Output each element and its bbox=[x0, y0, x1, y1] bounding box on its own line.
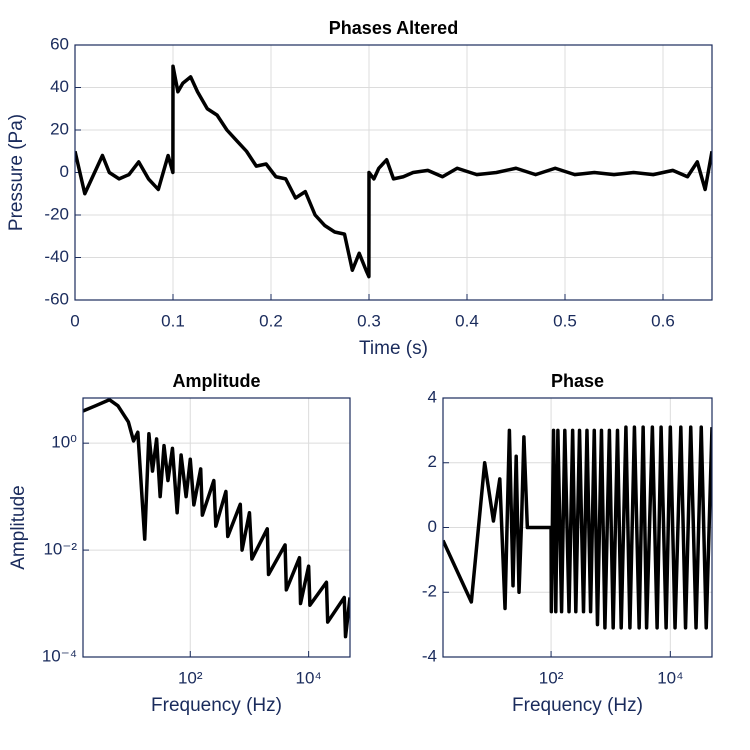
x-tick-label: 10² bbox=[539, 668, 564, 687]
x-axis-label: Time (s) bbox=[359, 338, 428, 359]
data-line bbox=[75, 64, 712, 279]
x-tick-label: 0 bbox=[70, 311, 79, 330]
y-tick-label: -40 bbox=[44, 247, 69, 266]
data-line bbox=[443, 425, 712, 630]
chart-title: Amplitude bbox=[173, 371, 261, 391]
y-axis-label: Pressure (Pa) bbox=[6, 114, 27, 231]
axes: 10² 10⁴ -4 -2 0 2 4 Phase Frequency (Hz) bbox=[422, 371, 713, 716]
y-tick-label: 60 bbox=[50, 34, 69, 53]
y-tick-label: 2 bbox=[428, 452, 437, 471]
x-tick-label: 10⁴ bbox=[657, 668, 683, 687]
y-tick-label: 10⁻⁴ bbox=[42, 646, 77, 665]
x-tick-label: 10² bbox=[178, 668, 203, 687]
data-line bbox=[83, 398, 350, 639]
y-tick-label: -20 bbox=[44, 204, 69, 223]
y-tick-label: 0 bbox=[428, 517, 437, 536]
y-tick-label: 40 bbox=[50, 77, 69, 96]
axes-box bbox=[442, 397, 713, 658]
axes: 10² 10⁴ 10⁻⁴ 10⁻² 10⁰ Amplitude Frequency (Hz)… bbox=[8, 371, 351, 716]
x-tick-label: 0.1 bbox=[161, 311, 185, 330]
y-tick-label: -60 bbox=[44, 289, 69, 308]
x-tick-label: 10⁴ bbox=[296, 668, 322, 687]
chart-title: Phases Altered bbox=[329, 18, 458, 38]
axes-box bbox=[74, 44, 713, 301]
x-tick-label: 0.4 bbox=[455, 311, 479, 330]
y-tick-label: 10⁻² bbox=[43, 540, 77, 559]
x-tick-label: 0.6 bbox=[651, 311, 675, 330]
y-tick-label: 10⁰ bbox=[51, 433, 77, 452]
y-tick-label: 0 bbox=[60, 162, 69, 181]
x-axis-label: Frequency (Hz) bbox=[512, 695, 643, 716]
y-tick-label: 4 bbox=[428, 387, 437, 406]
x-tick-label: 0.3 bbox=[357, 311, 381, 330]
y-axis-label: Amplitude bbox=[8, 485, 29, 570]
x-tick-label: 0.2 bbox=[259, 311, 283, 330]
axes-box bbox=[82, 397, 351, 658]
y-tick-label: -2 bbox=[422, 582, 437, 601]
x-tick-label: 0.5 bbox=[553, 311, 577, 330]
y-tick-label: -4 bbox=[422, 646, 437, 665]
x-axis-label: Frequency (Hz) bbox=[151, 695, 282, 716]
axes: 0 0.1 0.2 0.3 0.4 0.5 0.6 -60 -40 -20 0 20 40 60 Phase… bbox=[6, 18, 713, 359]
chart-title: Phase bbox=[551, 371, 604, 391]
y-tick-label: 20 bbox=[50, 119, 69, 138]
